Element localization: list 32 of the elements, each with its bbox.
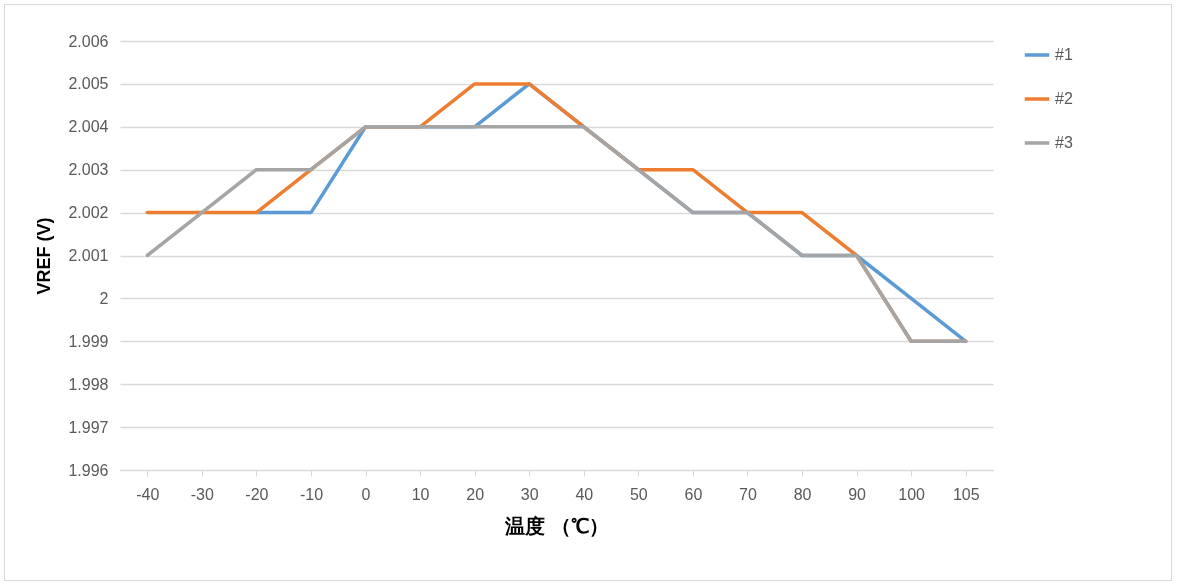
x-tick-label: 40 bbox=[575, 485, 594, 503]
y-tick-label: 2.006 bbox=[68, 32, 109, 50]
legend-label: #2 bbox=[1055, 90, 1073, 107]
y-axis-title: VREF (V) bbox=[34, 217, 55, 295]
x-tick-label: -20 bbox=[245, 485, 269, 503]
x-tick-label: -30 bbox=[190, 485, 215, 503]
y-tick-label: 2 bbox=[99, 289, 109, 307]
x-axis-title: 温度 （℃） bbox=[504, 514, 609, 537]
x-tick-label: 105 bbox=[952, 485, 980, 503]
legend-label: #1 bbox=[1055, 46, 1073, 63]
y-tick-label: 2.002 bbox=[68, 204, 109, 222]
x-tick-label: 90 bbox=[848, 485, 867, 503]
legend-label: #3 bbox=[1055, 134, 1073, 151]
y-tick-label: 1.996 bbox=[68, 461, 109, 479]
y-tick-label: 2.005 bbox=[68, 75, 109, 93]
x-tick-label: 50 bbox=[629, 485, 648, 503]
y-tick-label: 2.004 bbox=[68, 118, 109, 136]
y-tick-label: 2.001 bbox=[68, 247, 109, 264]
x-tick-label: -40 bbox=[136, 485, 160, 503]
x-tick-label: 10 bbox=[411, 485, 430, 503]
x-tick-label: 30 bbox=[520, 485, 539, 503]
x-tick-label: 0 bbox=[361, 485, 371, 503]
y-tick-label: 1.997 bbox=[68, 418, 109, 436]
x-tick-label: 60 bbox=[684, 485, 703, 503]
x-tick-label: 20 bbox=[466, 485, 485, 503]
x-tick-label: -10 bbox=[299, 485, 324, 503]
y-tick-label: 2.003 bbox=[68, 161, 109, 179]
x-tick-label: 100 bbox=[898, 485, 926, 503]
y-tick-label: 1.998 bbox=[68, 375, 109, 393]
x-tick-label: 80 bbox=[793, 485, 812, 503]
x-tick-label: 70 bbox=[739, 485, 757, 503]
y-tick-label: 1.999 bbox=[68, 332, 109, 350]
